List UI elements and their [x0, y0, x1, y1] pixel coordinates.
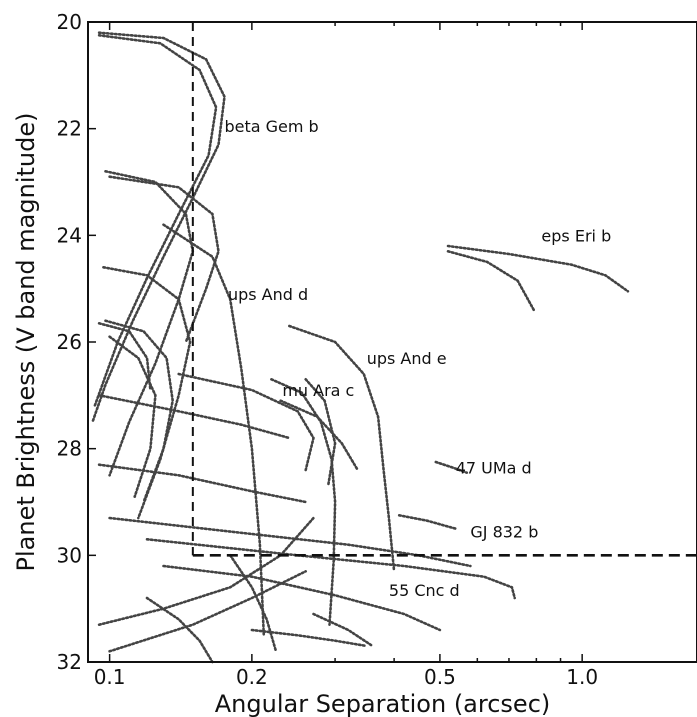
- series-line-1: [91, 31, 226, 424]
- planet-label: beta Gem b: [224, 117, 318, 136]
- label-layer: beta Gem b eps Eri b ups And d ups And e mu …: [224, 117, 611, 600]
- planet-label: GJ 832 b: [470, 522, 538, 541]
- series-line-18: [108, 516, 472, 568]
- series-line-23: [97, 463, 308, 504]
- tick-layer: 0.1 0.2 0.5 1.0 20 22 24 26 28 30 32: [57, 10, 599, 689]
- x-tick-label: 0.1: [94, 665, 126, 689]
- y-tick-label: 22: [57, 117, 82, 141]
- series-line-22: [108, 569, 308, 653]
- planet-label: 55 Cnc d: [389, 581, 460, 600]
- series-line-27: [312, 612, 374, 648]
- y-tick-label: 28: [57, 437, 82, 461]
- series-line-17: [397, 513, 458, 531]
- series-line-24: [97, 393, 291, 440]
- x-axis-title: Angular Separation (arcsec): [215, 690, 551, 717]
- series-line-26: [250, 628, 369, 648]
- series-line-15: [446, 250, 536, 312]
- series-line-4: [108, 175, 220, 344]
- series-line-2: [93, 33, 218, 408]
- series-line-3: [104, 170, 195, 477]
- planet-label: 47 UMa d: [456, 458, 532, 477]
- y-tick-label: 30: [57, 543, 82, 567]
- series-line-29: [228, 553, 278, 653]
- series-line-9: [162, 223, 266, 637]
- planet-label: eps Eri b: [541, 226, 611, 245]
- planet-label: ups And d: [228, 285, 308, 304]
- y-tick-label: 24: [57, 223, 82, 247]
- series-line-21: [97, 516, 315, 627]
- plot-frame: [87, 21, 697, 663]
- series-line-12: [304, 377, 337, 488]
- series-line-19: [145, 537, 517, 600]
- series-line-13: [279, 399, 360, 472]
- series-line-16: [434, 460, 469, 475]
- planet-label: ups And e: [367, 349, 447, 368]
- y-tick-label: 20: [57, 10, 82, 34]
- series-layer: [91, 31, 630, 664]
- series-line-28: [145, 596, 214, 664]
- series-line-25: [177, 372, 315, 472]
- x-tick-label: 1.0: [566, 665, 598, 689]
- series-line-14: [446, 244, 630, 293]
- series-line-7: [97, 321, 152, 392]
- series-line-10: [287, 324, 396, 573]
- y-tick-label: 32: [57, 650, 82, 674]
- series-line-20: [162, 564, 442, 632]
- x-tick-label: 0.5: [424, 665, 456, 689]
- y-axis-title: Planet Brightness (V band magnitude): [12, 113, 40, 572]
- y-tick-label: 26: [57, 330, 82, 354]
- series-line-6: [104, 319, 175, 504]
- series-line-8: [108, 335, 157, 499]
- x-tick-label: 0.2: [236, 665, 268, 689]
- planet-label: mu Ara c: [282, 381, 354, 400]
